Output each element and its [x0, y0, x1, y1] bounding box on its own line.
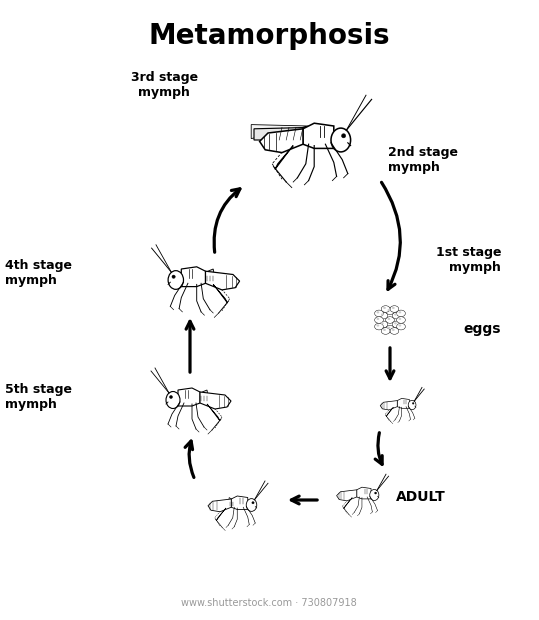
- Ellipse shape: [388, 309, 390, 311]
- Ellipse shape: [408, 401, 416, 410]
- Ellipse shape: [385, 308, 395, 314]
- Polygon shape: [195, 390, 209, 402]
- Polygon shape: [207, 404, 220, 421]
- Ellipse shape: [370, 489, 379, 500]
- Text: 3rd stage
mymph: 3rd stage mymph: [131, 71, 198, 99]
- Circle shape: [252, 502, 254, 504]
- Ellipse shape: [397, 317, 405, 323]
- Polygon shape: [380, 401, 397, 410]
- Ellipse shape: [375, 323, 383, 330]
- Ellipse shape: [394, 313, 397, 316]
- Ellipse shape: [377, 318, 379, 320]
- Ellipse shape: [331, 128, 350, 152]
- Polygon shape: [200, 269, 216, 282]
- Ellipse shape: [390, 306, 399, 312]
- Ellipse shape: [397, 310, 405, 317]
- Circle shape: [412, 402, 414, 404]
- Polygon shape: [275, 146, 293, 169]
- Polygon shape: [205, 271, 240, 290]
- Ellipse shape: [397, 323, 405, 330]
- Polygon shape: [344, 498, 352, 508]
- Ellipse shape: [385, 326, 395, 332]
- Ellipse shape: [398, 318, 401, 320]
- Circle shape: [172, 275, 175, 278]
- Polygon shape: [228, 497, 235, 507]
- Ellipse shape: [392, 307, 395, 309]
- Polygon shape: [231, 496, 248, 510]
- Ellipse shape: [383, 307, 386, 309]
- Polygon shape: [397, 399, 409, 409]
- Ellipse shape: [375, 317, 383, 323]
- Polygon shape: [386, 407, 393, 417]
- Ellipse shape: [388, 318, 390, 320]
- Ellipse shape: [381, 322, 384, 324]
- Ellipse shape: [394, 322, 397, 324]
- Ellipse shape: [383, 329, 386, 331]
- Circle shape: [169, 396, 172, 399]
- Polygon shape: [216, 508, 226, 521]
- Ellipse shape: [381, 313, 384, 316]
- Ellipse shape: [381, 328, 390, 334]
- Ellipse shape: [392, 312, 401, 319]
- Ellipse shape: [385, 317, 395, 323]
- Polygon shape: [357, 487, 371, 499]
- Ellipse shape: [379, 312, 388, 319]
- Polygon shape: [303, 123, 334, 148]
- Polygon shape: [208, 499, 231, 511]
- Polygon shape: [178, 388, 200, 406]
- Text: 5th stage
mymph: 5th stage mymph: [5, 383, 72, 411]
- Text: ADULT: ADULT: [396, 490, 446, 504]
- Polygon shape: [336, 490, 357, 501]
- Polygon shape: [200, 392, 231, 409]
- Text: www.shutterstock.com · 730807918: www.shutterstock.com · 730807918: [181, 598, 357, 608]
- Ellipse shape: [168, 271, 183, 290]
- Text: 2nd stage
mymph: 2nd stage mymph: [388, 146, 458, 174]
- Text: 4th stage
mymph: 4th stage mymph: [5, 259, 72, 287]
- Ellipse shape: [246, 498, 257, 511]
- Text: 1st stage
mymph: 1st stage mymph: [436, 246, 501, 275]
- Ellipse shape: [379, 321, 388, 328]
- Ellipse shape: [375, 310, 383, 317]
- Ellipse shape: [398, 311, 401, 313]
- Ellipse shape: [381, 306, 390, 312]
- Ellipse shape: [166, 391, 180, 409]
- Polygon shape: [260, 129, 303, 153]
- Ellipse shape: [392, 321, 401, 328]
- Ellipse shape: [392, 329, 395, 331]
- Polygon shape: [213, 285, 227, 303]
- Ellipse shape: [377, 324, 379, 327]
- Polygon shape: [254, 127, 310, 140]
- Circle shape: [375, 492, 377, 494]
- Ellipse shape: [398, 324, 401, 327]
- Ellipse shape: [390, 328, 399, 334]
- Polygon shape: [181, 267, 205, 286]
- Polygon shape: [251, 125, 309, 139]
- Circle shape: [342, 134, 345, 138]
- Ellipse shape: [388, 327, 390, 329]
- Text: eggs: eggs: [464, 322, 501, 335]
- Ellipse shape: [377, 311, 379, 313]
- Text: Metamorphosis: Metamorphosis: [148, 22, 390, 50]
